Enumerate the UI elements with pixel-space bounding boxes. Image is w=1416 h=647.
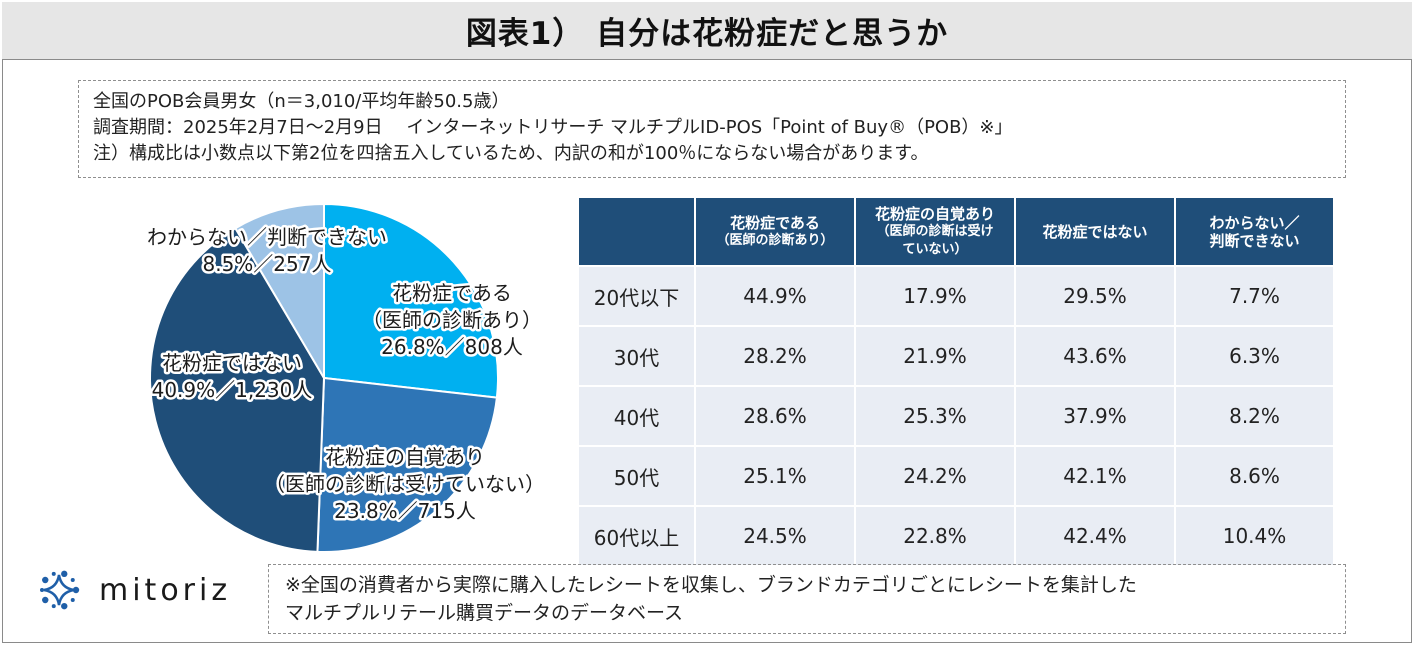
value-cell: 28.6% xyxy=(695,386,856,447)
brand-logo: mitoriz xyxy=(33,565,253,615)
value-cell: 10.4% xyxy=(1175,506,1333,567)
value-cell: 28.2% xyxy=(695,326,856,387)
column-header-text: 花粉症ではない xyxy=(1042,222,1148,241)
logo-dot xyxy=(72,586,80,594)
brand-logo-text: mitoriz xyxy=(99,572,232,608)
value-cell: 24.5% xyxy=(695,506,856,567)
column-header-text: （医師の診断は受け xyxy=(876,223,994,239)
pie-slice-label: 花粉症である xyxy=(392,281,512,305)
logo-dot xyxy=(61,602,68,610)
value-cell: 42.1% xyxy=(1015,446,1176,507)
column-header: 花粉症である （医師の診断あり） xyxy=(695,198,856,267)
table-row: 40代 28.6% 25.3% 37.9% 8.2% xyxy=(579,386,1333,447)
row-header-cell: 50代 xyxy=(579,446,696,507)
pie-slice-label: 花粉症の自覚あり xyxy=(325,445,485,469)
logo-dot xyxy=(42,576,49,584)
column-header: 花粉症ではない xyxy=(1015,198,1176,267)
table-row: 50代 25.1% 24.2% 42.1% 8.6% xyxy=(579,446,1333,507)
value-cell: 22.8% xyxy=(855,506,1016,567)
pie-slice-label: わからない／判断できない xyxy=(147,225,387,249)
table-header-row: 花粉症である （医師の診断あり） 花粉症の自覚あり （医師の診断は受け ていない） 花粉症… xyxy=(579,198,1333,267)
footnote-line-2: マルチプルリテール購買データのデータベース xyxy=(285,602,684,624)
column-header: わからない／ 判断できない xyxy=(1175,198,1333,267)
value-cell: 24.2% xyxy=(855,446,1016,507)
column-header: 花粉症の自覚あり （医師の診断は受け ていない） xyxy=(855,198,1016,267)
pie-slice xyxy=(149,226,326,553)
page-title: 図表1） 自分は花粉症だと思うか xyxy=(465,16,949,52)
footnote-line-1: ※全国の消費者から実際に購入したレシートを収集し、ブランドカテゴリごとにレシート… xyxy=(285,574,1137,596)
survey-sample-text: 全国のPOB会員男女（n＝3,010/平均年齢50.5歳） xyxy=(93,91,510,112)
pie-slice xyxy=(234,202,325,382)
column-header-text: （医師の診断あり） xyxy=(716,232,834,248)
pie-slice xyxy=(316,376,498,553)
column-header-text: 花粉症の自覚あり xyxy=(874,204,995,223)
table-corner-cell xyxy=(579,198,696,267)
pie-slice-label: 26.8%／808人 xyxy=(381,335,523,359)
row-header-cell: 30代 xyxy=(579,326,696,387)
value-cell: 42.4% xyxy=(1015,506,1176,567)
value-cell: 17.9% xyxy=(855,266,1016,327)
logo-dot xyxy=(40,588,44,592)
pie-slice-label: （医師の診断は受けていない） xyxy=(265,472,545,496)
logo-dot xyxy=(70,597,75,602)
value-cell: 37.9% xyxy=(1015,386,1176,447)
pie-slice-label: 8.5%／257人 xyxy=(203,252,332,276)
logo-dot xyxy=(51,604,56,609)
survey-note-text: 注）構成比は小数点以下第2位を四捨五入しているため、内訳の和が100％にならない… xyxy=(93,143,929,164)
column-header-text: ていない） xyxy=(902,241,968,257)
footnote-box: ※全国の消費者から実際に購入したレシートを収集し、ブランドカテゴリごとにレシート… xyxy=(268,564,1346,634)
value-cell: 8.6% xyxy=(1175,446,1333,507)
row-header-cell: 40代 xyxy=(579,386,696,447)
row-header-cell: 20代以下 xyxy=(579,266,696,327)
column-header-text: 判断できない xyxy=(1209,231,1300,250)
column-header-text: わからない／ xyxy=(1209,213,1300,232)
age-breakdown-table: 花粉症である （医師の診断あり） 花粉症の自覚あり （医師の診断は受け ていない） 花粉症… xyxy=(579,198,1333,567)
title-bar: 図表1） 自分は花粉症だと思うか xyxy=(2,2,1412,60)
table-row: 20代以下 44.9% 17.9% 29.5% 7.7% xyxy=(579,266,1333,327)
value-cell: 25.1% xyxy=(695,446,856,507)
logo-dot xyxy=(61,570,68,578)
pie-slice-label: 40.9%／1,230人 xyxy=(152,378,313,402)
table-row: 60代以上 24.5% 22.8% 42.4% 10.4% xyxy=(579,506,1333,567)
value-cell: 43.6% xyxy=(1015,326,1176,387)
logo-dot xyxy=(70,578,75,583)
survey-info-box: 全国のPOB会員男女（n＝3,010/平均年齢50.5歳） 調査期間：2025年… xyxy=(78,80,1346,178)
value-cell: 21.9% xyxy=(855,326,1016,387)
column-header-text: 花粉症である xyxy=(730,213,820,232)
logo-dot xyxy=(51,571,56,576)
value-cell: 44.9% xyxy=(695,266,856,327)
value-cell: 29.5% xyxy=(1015,266,1176,327)
value-cell: 6.3% xyxy=(1175,326,1333,387)
pie-slice-label: 花粉症ではない xyxy=(162,351,302,375)
sparkle-ring-icon xyxy=(40,570,80,610)
pie-slice-label: 23.8%／715人 xyxy=(334,499,476,523)
pie-slice xyxy=(323,202,499,399)
value-cell: 25.3% xyxy=(855,386,1016,447)
survey-period-text: 調査期間：2025年2月7日～2月9日 インターネットリサーチ マルチプルID-… xyxy=(93,117,1013,138)
logo-star xyxy=(43,574,75,606)
logo-dot xyxy=(42,596,49,604)
value-cell: 7.7% xyxy=(1175,266,1333,327)
row-header-cell: 60代以上 xyxy=(579,506,696,567)
pie-slice-label: （医師の診断あり） xyxy=(362,308,542,332)
table-row: 30代 28.2% 21.9% 43.6% 6.3% xyxy=(579,326,1333,387)
value-cell: 8.2% xyxy=(1175,386,1333,447)
